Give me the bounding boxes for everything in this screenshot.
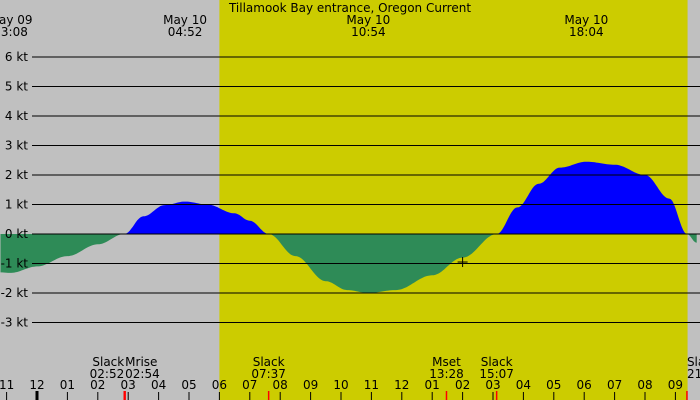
- extreme-date: May 10: [346, 13, 390, 27]
- hour-tick-label: 02: [90, 378, 105, 392]
- event-time: 21:2: [687, 367, 700, 381]
- hour-tick-label: 12: [394, 378, 409, 392]
- hour-tick-label: 08: [637, 378, 652, 392]
- event-name: Slack: [481, 355, 513, 369]
- y-tick-labels: -3 kt -2 kt -1 kt 0 kt 1 kt 2 kt 3 kt 4 kt 5 kt 6…: [1, 50, 29, 330]
- hour-tick-label: 03: [121, 378, 136, 392]
- extreme-time: 04:52: [168, 25, 203, 39]
- hour-tick-label: 06: [212, 378, 227, 392]
- hour-tick-label: 09: [303, 378, 318, 392]
- event-name: Mset: [432, 355, 461, 369]
- event-name: Slack: [687, 355, 700, 369]
- extreme-date: May 10: [564, 13, 608, 27]
- hour-tick-label: 12: [29, 378, 44, 392]
- hour-tick-label: 07: [607, 378, 622, 392]
- hour-tick-label: 09: [668, 378, 683, 392]
- y-gridlines: [32, 56, 700, 323]
- hour-tick-label: 05: [546, 378, 561, 392]
- extreme-time: 23:08: [0, 25, 28, 39]
- y-tick-label: 6 kt: [5, 50, 28, 64]
- event-time: 13:28: [429, 367, 464, 381]
- y-tick-label: 5 kt: [5, 80, 28, 94]
- y-tick-label: 0 kt: [5, 227, 28, 241]
- event-time: 07:37: [251, 367, 286, 381]
- y-tick-label: 4 kt: [5, 109, 28, 123]
- y-tick-label: -3 kt: [1, 316, 29, 330]
- hour-tick-label: 04: [516, 378, 531, 392]
- y-tick-label: -2 kt: [1, 286, 29, 300]
- event-name: Slack: [92, 355, 124, 369]
- y-tick-label: 3 kt: [5, 139, 28, 153]
- hour-tick-label: 01: [60, 378, 75, 392]
- event-time: 02:52: [90, 367, 125, 381]
- extreme-date: May 09: [0, 13, 33, 27]
- crosshair-marker: [457, 257, 468, 268]
- hour-tick-label: 03: [485, 378, 500, 392]
- hour-tick-label: 06: [577, 378, 592, 392]
- extreme-date: May 10: [163, 13, 207, 27]
- flood-area: [0, 161, 697, 234]
- hour-tick-label: 05: [181, 378, 196, 392]
- hour-tick-label: 07: [242, 378, 257, 392]
- extreme-time: 18:04: [569, 25, 604, 39]
- hour-tick-label: 04: [151, 378, 166, 392]
- hour-tick-label: 08: [273, 378, 288, 392]
- event-name: Mrise: [125, 355, 157, 369]
- hour-tick-label: 01: [425, 378, 440, 392]
- hour-tick-label: 11: [364, 378, 379, 392]
- hour-axis: 11 12 01 02 03 04 05 06 07 08 09 10 11 12 01 02 03 04 05 06…: [0, 378, 688, 400]
- y-tick-label: 2 kt: [5, 168, 28, 182]
- y-tick-label: -1 kt: [1, 257, 29, 271]
- extreme-time: 10:54: [351, 25, 386, 39]
- event-name: Slack: [253, 355, 285, 369]
- bottom-event-labels: Slack02:52Mrise02:54Slack07:37Mset13:28S…: [90, 355, 700, 381]
- y-tick-label: 1 kt: [5, 198, 28, 212]
- hour-tick-label: 11: [0, 378, 14, 392]
- hour-tick-label: 10: [333, 378, 348, 392]
- chart-title: Tillamook Bay entrance, Oregon Current: [228, 1, 471, 15]
- event-time: 02:54: [125, 367, 160, 381]
- hour-tick-label: 02: [455, 378, 470, 392]
- event-time: 15:07: [479, 367, 514, 381]
